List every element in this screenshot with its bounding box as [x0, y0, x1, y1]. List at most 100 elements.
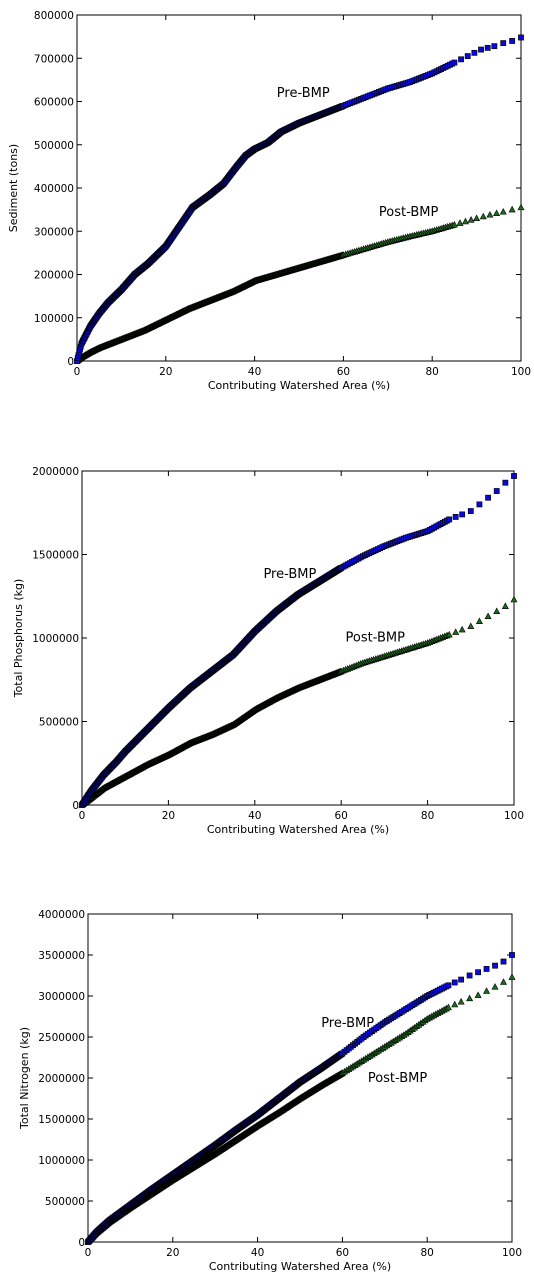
y-tick-label: 600000	[34, 97, 74, 109]
series-pre-bmp	[79, 473, 517, 808]
series-pre-bmp	[74, 34, 524, 364]
data-point-triangle	[474, 991, 482, 998]
data-point-square	[445, 982, 452, 989]
data-point-triangle	[444, 1003, 452, 1011]
y-tick-label: 4000000	[38, 909, 85, 921]
data-point-triangle	[456, 219, 464, 226]
data-point-triangle	[445, 630, 453, 638]
annotation-post-bmp: Post-BMP	[379, 205, 439, 220]
data-point-square	[446, 516, 453, 523]
y-tick-label: 2000000	[38, 1073, 85, 1085]
y-tick-label: 1000000	[38, 1155, 85, 1167]
data-point-square	[466, 972, 473, 979]
data-point-triangle	[458, 625, 466, 633]
x-tick-label: 100	[511, 366, 531, 378]
data-point-square	[458, 56, 464, 63]
annotation-post-bmp: Post-BMP	[346, 630, 406, 645]
y-tick-label: 100000	[34, 313, 74, 325]
chart-3: 0 20 40 60 80 100 0 500000 1000000 1500000 2000000…	[18, 909, 522, 1273]
x-axis-label: Contributing Watershed Area (%)	[207, 823, 389, 836]
data-point-square	[451, 979, 458, 986]
x-tick-label: 0	[85, 1247, 92, 1259]
data-point-triangle	[500, 978, 508, 985]
annotation-pre-bmp: Pre-BMP	[277, 86, 330, 101]
data-point-triangle	[510, 595, 518, 603]
x-tick-label: 80	[426, 366, 439, 378]
x-tick-label: 60	[335, 810, 348, 822]
x-tick-label: 20	[166, 1247, 179, 1259]
chart-1: 0 20 40 60 80 100 0 100000 200000 300000 400000 500…	[7, 10, 531, 392]
series-post-bmp	[73, 203, 525, 364]
x-tick-label: 0	[74, 366, 81, 378]
y-axis-label: Total Phosphorus (kg)	[12, 579, 25, 699]
data-point-square	[511, 473, 517, 479]
y-tick-label: 700000	[34, 53, 74, 65]
data-point-triangle	[501, 602, 509, 609]
y-tick-label: 2500000	[38, 1032, 85, 1044]
data-point-square	[452, 514, 459, 520]
data-point-square	[483, 966, 490, 972]
x-tick-label: 100	[504, 810, 524, 822]
x-axis-label: Contributing Watershed Area (%)	[209, 1260, 391, 1273]
data-point-triangle	[479, 212, 487, 220]
y-tick-label: 1500000	[38, 1114, 85, 1126]
y-tick-label: 0	[78, 1237, 85, 1249]
data-point-square	[485, 494, 491, 501]
data-point-triangle	[483, 987, 491, 994]
y-tick-label: 300000	[34, 226, 74, 238]
data-point-triangle	[473, 214, 481, 221]
y-tick-label: 1000000	[32, 633, 79, 645]
data-point-square	[467, 508, 474, 514]
x-tick-label: 40	[248, 366, 261, 378]
x-tick-label: 100	[502, 1247, 522, 1259]
data-point-square	[451, 59, 458, 66]
data-point-triangle	[484, 612, 492, 619]
data-point-triangle	[452, 628, 460, 635]
data-point-square	[502, 479, 509, 486]
x-tick-label: 80	[421, 1247, 434, 1259]
y-tick-label: 2000000	[32, 466, 79, 478]
y-tick-label: 3500000	[38, 950, 85, 962]
y-tick-label: 500000	[34, 140, 74, 152]
data-point-square	[518, 34, 524, 41]
data-point-triangle	[508, 205, 516, 213]
data-point-square	[484, 44, 491, 51]
data-point-square	[509, 38, 516, 44]
y-tick-label: 800000	[34, 10, 74, 22]
data-point-triangle	[451, 1000, 459, 1008]
y-tick-label: 400000	[34, 183, 74, 195]
annotation-post-bmp: Post-BMP	[368, 1071, 428, 1086]
y-tick-label: 500000	[39, 717, 79, 729]
data-point-square	[471, 49, 478, 56]
annotation-pre-bmp: Pre-BMP	[263, 567, 316, 582]
x-tick-label: 80	[421, 810, 434, 822]
data-point-square	[500, 958, 507, 965]
data-point-triangle	[466, 994, 474, 1002]
data-point-square	[491, 43, 498, 50]
y-axis-label: Sediment (tons)	[7, 144, 20, 232]
data-point-triangle	[508, 973, 516, 980]
data-point-square	[459, 511, 466, 518]
chart-2: 0 20 40 60 80 100 0 500000 1000000 1500000 2000000…	[12, 466, 524, 836]
data-point-triangle	[450, 220, 458, 228]
y-tick-label: 500000	[45, 1196, 85, 1208]
x-tick-label: 20	[159, 366, 172, 378]
y-axis-label: Total Nitrogen (kg)	[18, 1027, 31, 1130]
data-point-square	[464, 53, 471, 59]
data-point-triangle	[461, 217, 470, 225]
data-point-triangle	[457, 997, 465, 1005]
data-point-square	[493, 488, 500, 494]
data-point-triangle	[517, 203, 525, 211]
x-tick-label: 60	[336, 1247, 349, 1259]
x-axis-label: Contributing Watershed Area (%)	[208, 379, 390, 392]
x-tick-label: 0	[79, 810, 86, 822]
data-point-square	[500, 40, 507, 47]
data-point-triangle	[467, 622, 475, 630]
data-point-square	[475, 969, 481, 976]
x-tick-label: 40	[248, 810, 261, 822]
x-tick-label: 20	[162, 810, 175, 822]
series-pre-bmp	[85, 952, 515, 1245]
data-point-square	[509, 952, 515, 958]
y-tick-label: 0	[67, 356, 74, 368]
